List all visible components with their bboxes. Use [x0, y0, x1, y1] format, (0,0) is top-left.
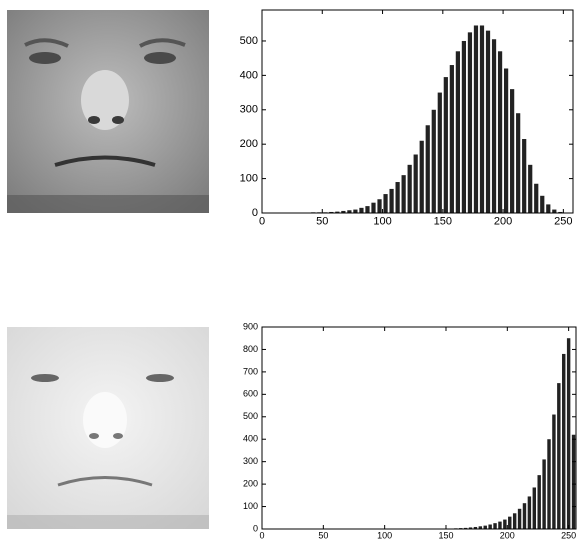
- bar: [335, 211, 340, 213]
- bar: [395, 182, 400, 213]
- y-tick-label: 300: [243, 456, 258, 466]
- bar: [546, 204, 551, 213]
- x-tick-label: 100: [377, 531, 392, 541]
- bar: [443, 77, 448, 213]
- bar: [413, 154, 418, 213]
- bar: [455, 51, 460, 214]
- bar: [377, 199, 382, 213]
- histogram-chart: 0 50 100 150 200 250 0 100 200 300 400 500: [240, 9, 574, 228]
- x-tick-label: 50: [318, 531, 328, 541]
- bar: [512, 513, 517, 529]
- bar: [497, 51, 503, 214]
- bar: [449, 65, 454, 214]
- x-tick-label: 0: [259, 531, 264, 541]
- bar: [517, 508, 522, 529]
- y-tick-label: 400: [243, 434, 258, 444]
- x-tick-label: 150: [438, 531, 453, 541]
- bar: [510, 89, 515, 213]
- bar: [557, 383, 561, 529]
- y-tick-label: 500: [243, 411, 258, 421]
- bar: [547, 439, 551, 529]
- y-tick-label: 0: [252, 207, 258, 219]
- bar: [552, 414, 556, 529]
- bar: [566, 338, 571, 529]
- bar: [353, 209, 358, 213]
- bar: [532, 487, 537, 529]
- bar: [419, 140, 424, 213]
- bar: [534, 183, 539, 213]
- bar: [347, 210, 352, 213]
- bar: [463, 527, 468, 529]
- bar: [527, 496, 532, 529]
- bar: [467, 32, 473, 213]
- bar: [383, 194, 388, 213]
- bar: [522, 503, 527, 529]
- y-tick-label: 800: [243, 344, 258, 354]
- bar: [407, 164, 412, 213]
- bar: [537, 475, 541, 529]
- bar: [365, 206, 370, 213]
- bar: [473, 526, 478, 529]
- bar: [401, 175, 406, 213]
- x-tick-label: 200: [494, 216, 512, 228]
- bar: [493, 523, 497, 529]
- bar: [437, 92, 442, 213]
- bar: [522, 139, 527, 213]
- bar: [491, 39, 497, 214]
- bar: [508, 516, 512, 529]
- face-image: [7, 10, 209, 213]
- x-tick-label: 0: [259, 216, 265, 228]
- bar: [461, 40, 467, 214]
- axes-frame: [261, 326, 577, 530]
- y-tick-label: 500: [240, 35, 258, 47]
- bar: [528, 164, 533, 213]
- x-tick-label: 200: [500, 531, 515, 541]
- y-tick-label: 100: [243, 501, 258, 511]
- bar: [540, 195, 545, 213]
- bar: [341, 210, 346, 213]
- bar: [431, 109, 436, 213]
- bar: [478, 526, 483, 529]
- histogram-chart: 0 50 100 150 200 250 0 100 200 300 400 500 600 700 800…: [243, 321, 577, 541]
- bar: [483, 525, 487, 529]
- bar: [425, 125, 430, 213]
- bar: [558, 211, 563, 213]
- bar: [359, 207, 364, 213]
- y-tick-label: 200: [240, 138, 258, 150]
- y-tick-label: 900: [243, 321, 258, 331]
- bar: [571, 434, 576, 529]
- x-tick-label: 250: [554, 216, 572, 228]
- bar: [485, 30, 491, 213]
- bar: [562, 353, 566, 529]
- bar: [468, 527, 473, 529]
- bar: [488, 524, 492, 529]
- bar: [498, 521, 502, 529]
- bar: [516, 113, 521, 213]
- y-tick-label: 200: [243, 478, 258, 488]
- y-tick-label: 0: [253, 523, 258, 533]
- x-tick-label: 50: [316, 216, 328, 228]
- x-tick-label: 100: [373, 216, 391, 228]
- y-tick-label: 300: [240, 104, 258, 116]
- y-tick-label: 700: [243, 366, 258, 376]
- x-tick-label: 250: [561, 531, 576, 541]
- bar: [479, 25, 485, 214]
- y-tick-label: 400: [240, 69, 258, 81]
- axes-frame: [261, 9, 574, 214]
- bar: [552, 209, 557, 213]
- face-image: [7, 327, 209, 529]
- x-tick-label: 150: [434, 216, 452, 228]
- bar: [542, 459, 546, 529]
- bar: [371, 202, 376, 213]
- bar: [329, 211, 334, 213]
- bar: [473, 25, 479, 214]
- y-tick-label: 100: [240, 172, 258, 184]
- bar: [503, 68, 509, 214]
- bar: [503, 519, 507, 529]
- y-tick-label: 600: [243, 389, 258, 399]
- bar: [389, 188, 394, 213]
